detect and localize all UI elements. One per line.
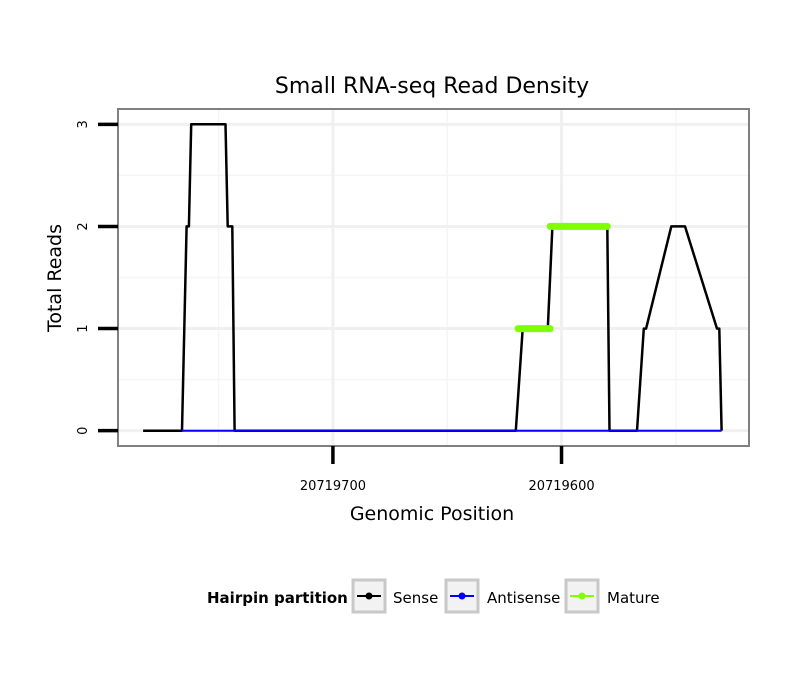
legend: Hairpin partition Sense Antisense Mature (207, 578, 660, 614)
plot-panel-border (117, 108, 750, 447)
series-layer (143, 123, 723, 432)
chart-title: Small RNA-seq Read Density (275, 74, 589, 99)
y-tick-label: 3 (76, 120, 91, 128)
y-tick-label: 1 (76, 324, 91, 332)
legend-title: Hairpin partition (207, 589, 348, 607)
legend-label-mature: Mature (607, 589, 660, 607)
minor-gridlines (118, 109, 749, 446)
legend-key-dot-mature (578, 592, 586, 600)
legend-label-antisense: Antisense (487, 589, 560, 607)
x-axis: 20719700 20719600 (300, 446, 595, 494)
legend-key-dot-antisense (458, 592, 466, 600)
y-tick-label: 0 (76, 427, 91, 435)
y-tick-label: 2 (76, 222, 91, 230)
x-tick-label: 20719700 (300, 479, 366, 494)
x-tick-label: 20719600 (528, 479, 594, 494)
y-axis-title: Total Reads (44, 224, 66, 333)
legend-key-dot-sense (365, 592, 373, 600)
x-axis-title: Genomic Position (350, 503, 514, 525)
y-axis: 0 1 2 3 (76, 120, 118, 435)
legend-label-sense: Sense (393, 589, 438, 607)
